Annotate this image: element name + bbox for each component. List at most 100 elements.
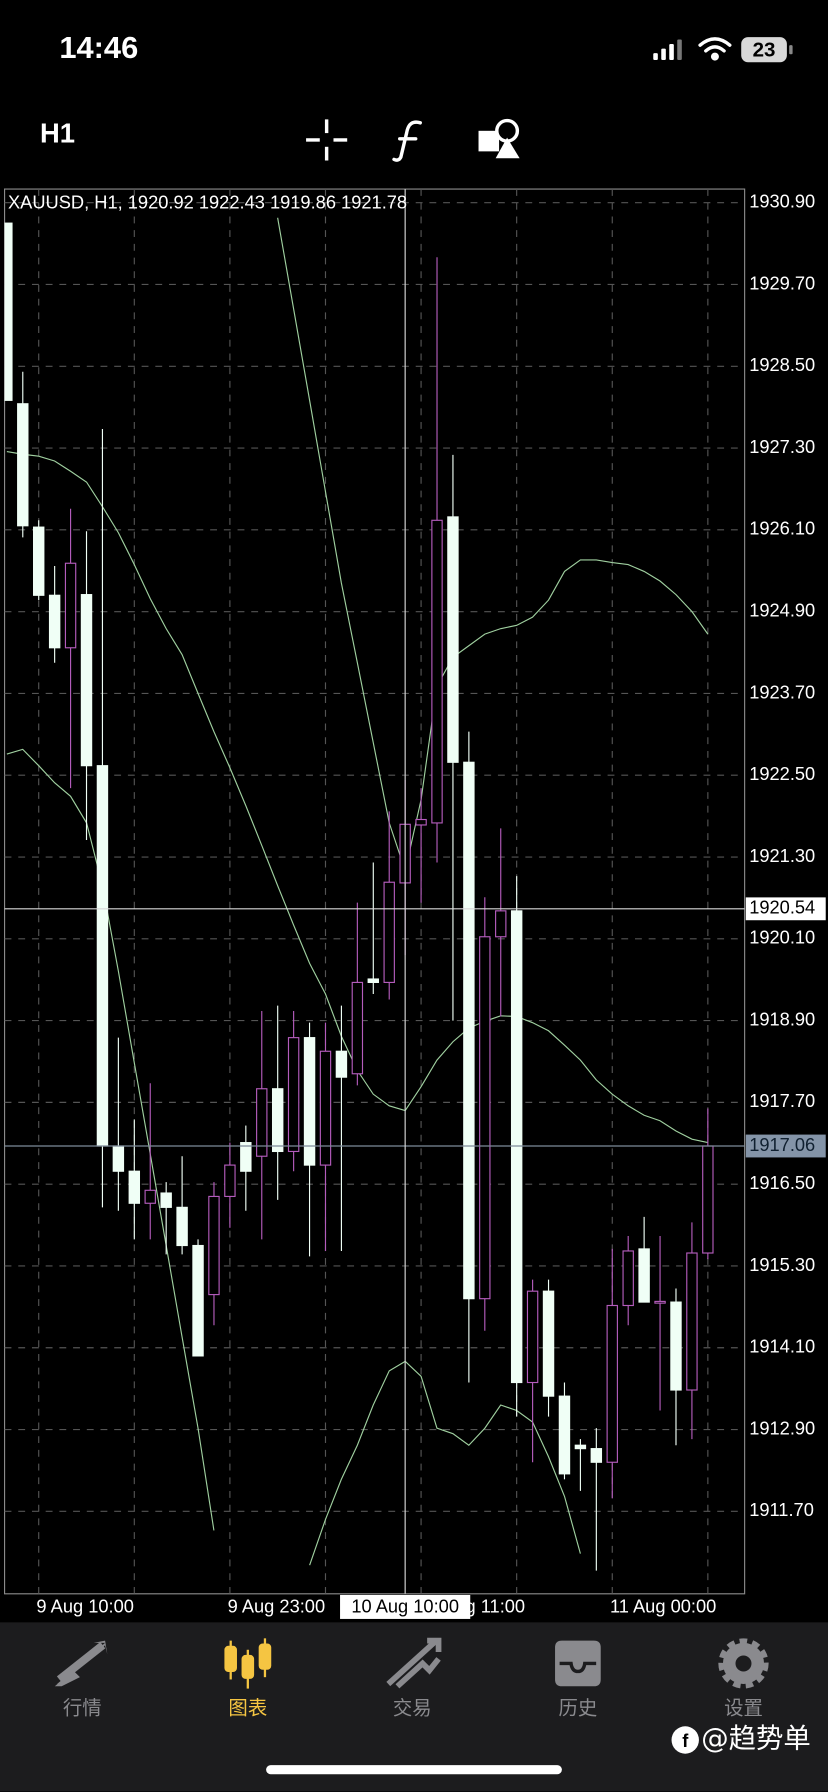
clock: 14:46	[59, 30, 138, 65]
tab-label[interactable]: 历史	[558, 1697, 597, 1720]
plot-frame	[3, 188, 746, 1595]
y-tick-label: 1914.10	[749, 1336, 815, 1357]
y-tick-label: 1917.70	[749, 1090, 815, 1111]
candles	[4, 222, 714, 1571]
home-indicator	[266, 1765, 562, 1775]
candle-body	[686, 1252, 698, 1391]
y-tick-label: 1930.90	[749, 191, 815, 212]
candle-body	[479, 936, 491, 1300]
candle-body	[542, 1290, 555, 1397]
candle-body	[447, 516, 459, 763]
candle-body	[271, 1088, 284, 1153]
y-tick-label: 1916.50	[749, 1172, 815, 1193]
candle-body	[495, 910, 507, 938]
y-tick-label: 1915.30	[749, 1254, 815, 1275]
crosshair-time: 10 Aug 10:00	[351, 1595, 459, 1616]
tab-label[interactable]: 行情	[63, 1697, 102, 1720]
tab-label[interactable]: 设置	[724, 1697, 763, 1720]
candle-body	[64, 562, 77, 649]
candle-body	[176, 1206, 188, 1247]
candle-body	[160, 1192, 172, 1208]
candle-body	[224, 1164, 236, 1198]
crosshair-tool[interactable]	[306, 119, 348, 161]
candle-body	[4, 222, 13, 401]
wifi-icon	[698, 37, 732, 61]
y-tick-label: 1922.50	[749, 763, 815, 784]
candle-body	[192, 1244, 204, 1357]
candle-body	[558, 1395, 571, 1475]
candle-body	[319, 1050, 332, 1166]
candle-body	[606, 1304, 618, 1463]
objects-tool[interactable]	[478, 118, 520, 159]
x-tick-label: 11 Aug 00:00	[610, 1595, 716, 1616]
crosshair-price: 1920.54	[749, 897, 815, 918]
candle-body	[463, 761, 475, 1300]
x-tick-label: 9 Aug 10:00	[36, 1595, 134, 1616]
candle-body	[431, 519, 443, 824]
watermark-icon	[671, 1726, 699, 1754]
y-tick-label: 1929.70	[749, 272, 815, 293]
signal-icon	[653, 39, 682, 61]
y-tick-label: 1924.90	[749, 599, 815, 620]
quotes-icon[interactable]	[54, 1640, 108, 1687]
plot: 1930.90 1929.70 1928.50 1927.30 1926.10 1924.…	[4, 189, 826, 1619]
battery-tip	[789, 45, 793, 55]
candle-body	[208, 1195, 220, 1296]
indicator-tool[interactable]	[392, 120, 422, 162]
candle-body	[128, 1170, 141, 1204]
battery-level: 23	[753, 38, 776, 61]
watermark-icon-glyph: f	[682, 1730, 689, 1751]
tab-label[interactable]: 交易	[393, 1697, 432, 1720]
candle-body	[335, 1050, 348, 1078]
chart-info: XAUUSD, H1, 1920.92 1922.43 1919.86 1921…	[8, 192, 407, 213]
timeframe-button[interactable]: H1	[40, 118, 75, 149]
band-line	[6, 748, 581, 1566]
watermark: @趋势单	[701, 1723, 811, 1754]
history-icon[interactable]	[555, 1640, 601, 1687]
candle-body	[383, 881, 395, 983]
candle-body	[574, 1444, 587, 1450]
crosshair-price-box	[745, 897, 826, 921]
candle-body	[638, 1248, 650, 1303]
y-tick-label: 1918.90	[749, 1008, 815, 1029]
candle-body	[303, 1037, 316, 1166]
band-line	[277, 217, 709, 873]
candle-body	[48, 594, 61, 649]
y-tick-label: 1912.90	[749, 1417, 815, 1438]
candle-body	[670, 1301, 682, 1391]
candle-body	[351, 981, 364, 1075]
y-tick-label: 1923.70	[749, 681, 815, 702]
x-tick-label: 9 Aug 23:00	[228, 1595, 326, 1616]
candle-body	[510, 910, 523, 1384]
y-tick-label: 1911.70	[749, 1499, 814, 1520]
bid-label-box	[745, 1134, 826, 1158]
candle-body	[590, 1448, 603, 1463]
candle-body	[367, 978, 379, 983]
candle-body	[96, 765, 109, 1147]
y-tick-label: 1921.30	[749, 845, 815, 866]
candle-body	[622, 1250, 634, 1307]
candle-body	[80, 594, 93, 767]
candle-body	[33, 526, 45, 596]
candle-body	[654, 1300, 666, 1304]
y-tick-label: 1920.10	[749, 927, 815, 948]
candle-body	[256, 1088, 268, 1157]
y-tick-label: 1927.30	[749, 436, 815, 457]
chart-icon[interactable]	[224, 1638, 272, 1689]
y-tick-label: 1926.10	[749, 518, 815, 539]
candle-body	[415, 818, 427, 826]
y-tick-label: 1928.50	[749, 354, 815, 375]
battery	[741, 37, 787, 63]
trade-icon[interactable]	[386, 1637, 442, 1689]
candle-body	[144, 1189, 156, 1204]
crosshair-time-box	[340, 1594, 471, 1619]
bid-label: 1917.06	[749, 1134, 815, 1155]
settings-icon[interactable]	[718, 1638, 769, 1689]
candle-body	[287, 1037, 300, 1153]
bands	[6, 217, 709, 1566]
tab-label[interactable]: 图表	[228, 1697, 267, 1720]
tab-bar	[0, 1622, 828, 1792]
